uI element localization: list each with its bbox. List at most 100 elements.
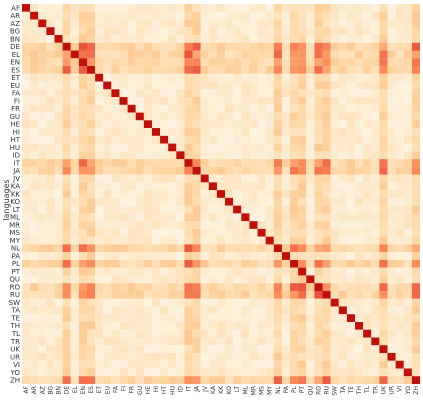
heatmap-cell bbox=[184, 259, 193, 268]
heatmap-cell bbox=[119, 345, 128, 354]
heatmap-cell bbox=[70, 166, 79, 175]
heatmap-cell bbox=[273, 174, 282, 183]
heatmap-cell bbox=[62, 182, 71, 191]
heatmap-cell bbox=[200, 120, 209, 129]
heatmap-cell bbox=[22, 135, 31, 144]
heatmap-cell bbox=[338, 236, 347, 245]
heatmap-cell bbox=[184, 228, 193, 237]
heatmap-cell bbox=[387, 283, 396, 291]
heatmap-cell bbox=[135, 27, 144, 36]
heatmap-cell bbox=[371, 97, 380, 105]
heatmap-cell bbox=[314, 376, 323, 385]
heatmap-cell bbox=[208, 290, 217, 299]
heatmap-cell bbox=[216, 19, 226, 28]
heatmap-cell bbox=[314, 236, 323, 245]
heatmap-cell bbox=[168, 42, 177, 51]
heatmap-cell bbox=[192, 128, 201, 136]
heatmap-cell bbox=[233, 182, 242, 191]
heatmap-cell bbox=[306, 337, 315, 346]
heatmap-cell bbox=[38, 73, 47, 82]
heatmap-cell bbox=[298, 190, 307, 198]
heatmap-cell bbox=[103, 252, 112, 260]
heatmap-cell bbox=[70, 97, 79, 105]
heatmap-cell bbox=[54, 73, 63, 82]
heatmap-cell bbox=[119, 35, 128, 43]
heatmap-cell bbox=[184, 190, 193, 198]
heatmap-cell bbox=[208, 89, 217, 98]
heatmap-cell bbox=[233, 283, 242, 291]
heatmap-cell bbox=[281, 290, 291, 299]
heatmap-cell bbox=[379, 337, 388, 346]
heatmap-cell bbox=[119, 58, 128, 67]
heatmap-cell bbox=[387, 73, 396, 82]
heatmap-cell bbox=[233, 128, 242, 136]
heatmap-cell bbox=[395, 360, 404, 369]
heatmap-cell bbox=[30, 329, 39, 338]
heatmap-cell bbox=[257, 321, 266, 330]
heatmap-cell bbox=[306, 275, 315, 284]
heatmap-cell bbox=[184, 73, 193, 82]
heatmap-cell bbox=[346, 73, 356, 82]
heatmap-cell bbox=[298, 35, 307, 43]
x-tick-label: UR bbox=[389, 386, 396, 395]
heatmap-cell bbox=[54, 275, 63, 284]
x-tick-label: FR bbox=[129, 386, 136, 394]
heatmap-cell bbox=[192, 112, 201, 121]
heatmap-cell bbox=[111, 306, 120, 315]
heatmap-cell bbox=[387, 50, 396, 59]
heatmap-cell bbox=[330, 11, 339, 20]
heatmap-cell bbox=[135, 290, 144, 299]
heatmap-cell bbox=[216, 120, 226, 129]
heatmap-cell bbox=[379, 259, 388, 268]
heatmap-cell bbox=[168, 306, 177, 315]
heatmap-cell bbox=[95, 66, 104, 74]
heatmap-cell bbox=[200, 35, 209, 43]
heatmap-cell bbox=[54, 166, 63, 175]
y-tick-label: ZH bbox=[10, 377, 20, 385]
heatmap-cell bbox=[78, 228, 88, 237]
heatmap-cell bbox=[208, 314, 217, 323]
heatmap-cell bbox=[135, 174, 144, 183]
heatmap-cell bbox=[216, 89, 226, 98]
heatmap-cell bbox=[160, 112, 169, 121]
heatmap-cell bbox=[151, 205, 161, 214]
heatmap-cell bbox=[86, 236, 96, 245]
y-tick-label: TH bbox=[9, 322, 20, 330]
heatmap-cell bbox=[225, 35, 234, 43]
heatmap-cell bbox=[241, 73, 250, 82]
heatmap-cell bbox=[176, 120, 185, 129]
heatmap-cell bbox=[119, 66, 128, 74]
heatmap-cell bbox=[306, 267, 315, 276]
y-tick-label: VI bbox=[13, 361, 20, 369]
heatmap-cell bbox=[184, 143, 193, 152]
heatmap-cell bbox=[135, 352, 144, 361]
x-tick-label: IT bbox=[186, 386, 193, 392]
heatmap-cell bbox=[403, 275, 412, 284]
heatmap-cell bbox=[54, 112, 63, 121]
heatmap-cell bbox=[54, 19, 63, 28]
heatmap-cell bbox=[387, 35, 396, 43]
heatmap-cell bbox=[192, 197, 201, 206]
heatmap-cell bbox=[330, 50, 339, 59]
heatmap-cell bbox=[395, 244, 404, 253]
heatmap-cell bbox=[241, 27, 250, 36]
heatmap-cell bbox=[46, 174, 55, 183]
heatmap-cell bbox=[290, 314, 299, 323]
heatmap-cell bbox=[62, 120, 71, 129]
heatmap-cell bbox=[135, 128, 144, 136]
heatmap-cell bbox=[200, 58, 209, 67]
heatmap-cell bbox=[225, 27, 234, 36]
heatmap-cell bbox=[30, 275, 39, 284]
heatmap-cell bbox=[135, 50, 144, 59]
heatmap-cell bbox=[103, 244, 112, 253]
heatmap-cell bbox=[151, 27, 161, 36]
heatmap-cell bbox=[216, 275, 226, 284]
heatmap-cell bbox=[54, 228, 63, 237]
heatmap-cell bbox=[338, 376, 347, 385]
heatmap-cell bbox=[103, 306, 112, 315]
heatmap-cell bbox=[257, 81, 266, 90]
heatmap-cell bbox=[363, 190, 372, 198]
heatmap-cell bbox=[143, 42, 153, 51]
heatmap-cell bbox=[62, 112, 71, 121]
